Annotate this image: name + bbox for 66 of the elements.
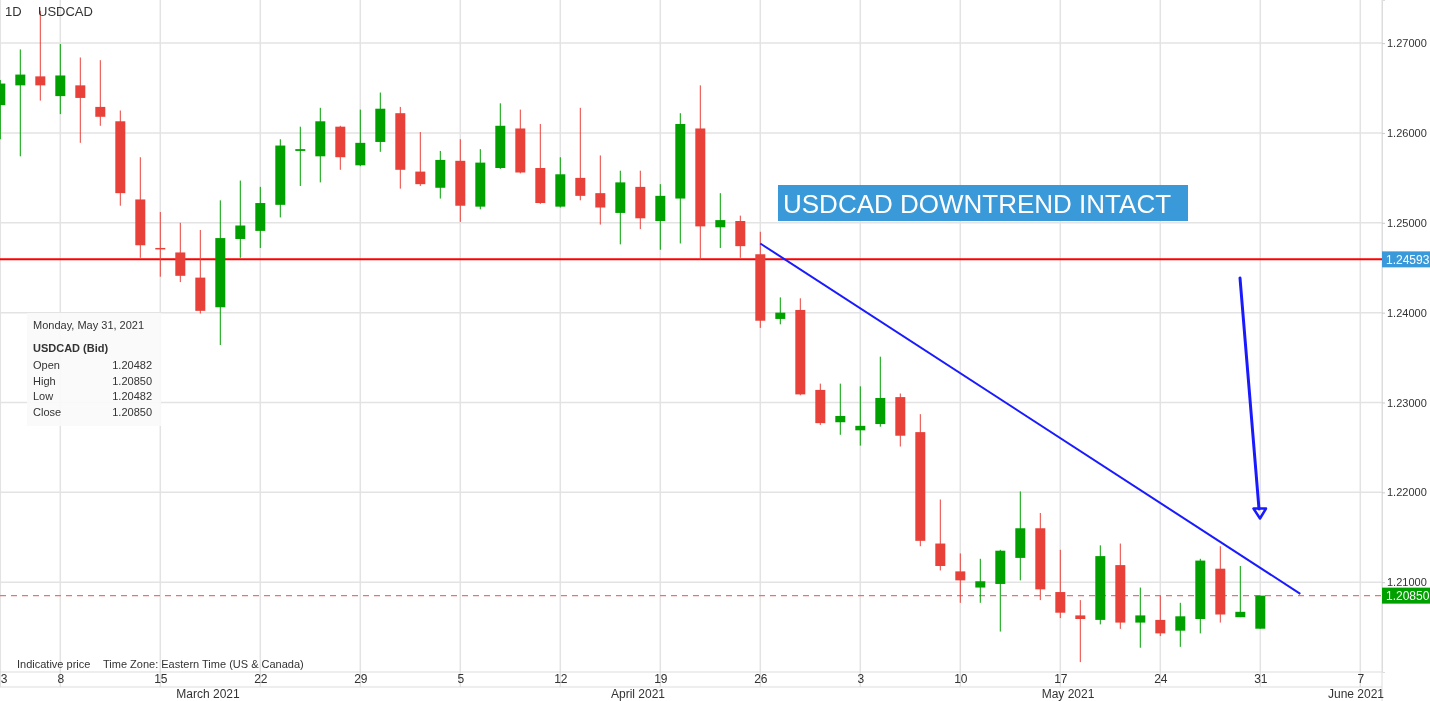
candlestick [235, 180, 246, 259]
text: April 2021 [610, 687, 666, 701]
candlestick [955, 552, 966, 604]
candlestick [575, 107, 586, 201]
chart-subtitle: USDCAD [38, 4, 93, 19]
x-tick-label: 15 [154, 671, 168, 686]
candlestick [175, 222, 186, 283]
candlestick [295, 126, 306, 187]
chart-title: 1D [5, 4, 22, 19]
annotation: 1.20482 [112, 390, 152, 402]
candlestick [415, 131, 426, 187]
candlestick [1235, 565, 1246, 618]
candlestick [1135, 587, 1146, 649]
x-tick-label: 24 [1154, 671, 1168, 686]
y-tick-label: 1.27000 [1387, 37, 1427, 50]
x-tick-label: 26 [754, 671, 768, 686]
x-tick-label: 7 [1357, 671, 1365, 686]
candlestick [95, 59, 106, 127]
candlestick [55, 43, 66, 115]
y-tick-label: 1.25000 [1387, 216, 1427, 229]
x-tick-label: 22 [254, 671, 268, 686]
y-tick-label: 1.24000 [1387, 306, 1427, 319]
candlestick [595, 154, 606, 226]
candlestick [15, 48, 26, 157]
annotation: Monday, May 31, 2021 [33, 319, 145, 331]
candlestick [835, 383, 846, 436]
x-tick-label: 8 [57, 671, 65, 686]
annotation: Close [33, 406, 62, 418]
x-tick-label: 31 [1254, 671, 1268, 686]
x-tick-label: 17 [1054, 671, 1068, 686]
candlestick [1075, 599, 1086, 663]
x-tick-label: 29 [354, 671, 368, 686]
text: June 2021 [1327, 687, 1385, 701]
candlestick [1175, 602, 1186, 648]
y-tick-label: 1.23000 [1387, 396, 1427, 409]
y-tick-label: 1.22000 [1387, 486, 1427, 499]
candlestick [715, 192, 726, 249]
candlestick [935, 499, 946, 571]
annotation: Low [33, 390, 54, 402]
x-tick-label: 5 [457, 671, 465, 686]
ref-line-label: 1.24593 [1386, 252, 1430, 267]
x-tick-label: 19 [654, 671, 668, 686]
ref-line-label: 1.20850 [1386, 589, 1430, 604]
y-tick-label: 1.21000 [1387, 576, 1427, 589]
x-tick-label: 3 [857, 671, 865, 686]
candlestick [775, 296, 786, 325]
candlestick [75, 57, 86, 144]
text: March 2021 [176, 687, 241, 701]
x-tick-label: 3 [0, 671, 8, 686]
annotation: USDCAD (Bid) [33, 342, 109, 354]
annotation: 1.20850 [112, 375, 152, 387]
annotation: 1.20850 [112, 406, 152, 418]
annotation: Open [33, 359, 60, 371]
annotation: Indicative price [17, 658, 91, 670]
x-tick-label: 12 [554, 671, 568, 686]
text: May 2021 [1041, 687, 1095, 701]
candlestick [975, 558, 986, 604]
annotation: Time Zone: Eastern Time (US & Canada) [103, 658, 304, 670]
annotation: USDCAD DOWNTREND INTACT [783, 189, 1172, 219]
x-tick-label: 10 [954, 671, 968, 686]
candlestick [1155, 595, 1166, 637]
candlestick [355, 109, 366, 167]
annotation: High [33, 375, 56, 387]
candlestick [1055, 549, 1066, 619]
y-tick-label: 1.26000 [1387, 126, 1427, 139]
annotation: 1.20482 [112, 359, 152, 371]
